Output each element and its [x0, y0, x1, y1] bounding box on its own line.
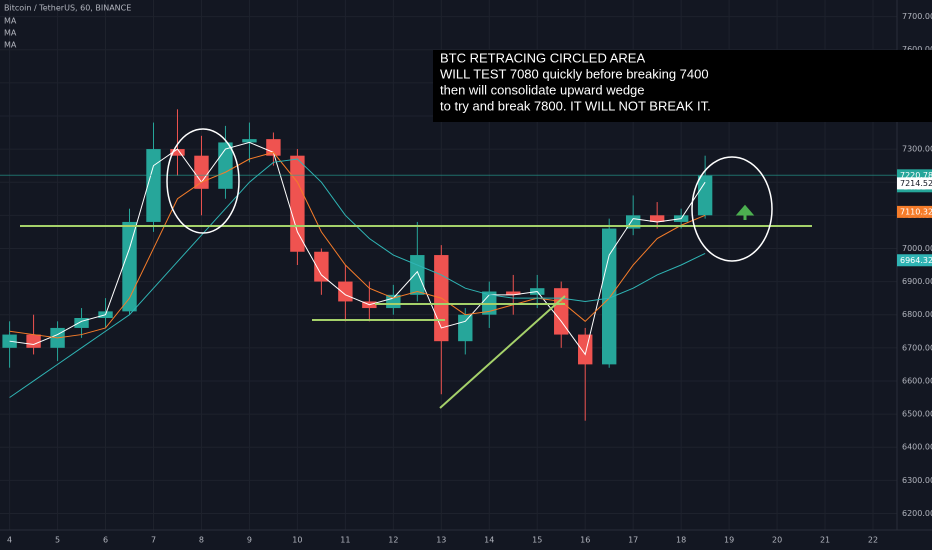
y-tick-label: 7000.00	[902, 244, 932, 253]
y-tick-label: 6900.00	[902, 277, 932, 286]
price-tag	[897, 177, 932, 190]
candle-body	[146, 149, 161, 222]
x-tick-label: 10	[292, 536, 302, 545]
drawings	[20, 128, 812, 409]
candle-body	[242, 139, 257, 143]
axis: 7700.007600.007500.007400.007300.007200.…	[7, 12, 932, 545]
annotation-box	[433, 50, 932, 122]
candle-body	[194, 155, 209, 189]
arrow	[735, 204, 755, 220]
x-tick-label: 22	[868, 536, 878, 545]
candle-body	[290, 155, 305, 252]
legend-label: MA	[4, 29, 17, 38]
candle-body	[601, 228, 617, 365]
price-tag-label: 7214.52	[900, 179, 932, 188]
price-tag-label: 7110.32	[900, 207, 932, 216]
x-tick-label: 8	[199, 536, 204, 545]
x-tick-label: 11	[340, 536, 350, 545]
y-tick-label: 7600.00	[902, 45, 932, 54]
price-tag-label: 6964.32	[900, 256, 932, 265]
y-tick-label: 7700.00	[902, 12, 932, 21]
x-tick-label: 12	[388, 536, 398, 545]
y-tick-label: 6700.00	[902, 343, 932, 352]
annotation: to try and break 7800. IT WILL NOT BREAK…	[440, 98, 711, 113]
candle-body	[458, 314, 473, 342]
circle	[691, 156, 773, 262]
x-tick-label: 6	[103, 536, 108, 545]
candle-body	[74, 318, 89, 328]
y-tick-label: 6200.00	[902, 509, 932, 518]
candle-body	[554, 288, 569, 335]
y-tick-label: 6800.00	[902, 310, 932, 319]
price-tag	[897, 254, 932, 267]
candle-body	[266, 139, 281, 156]
annotation: then will consolidate upward wedge	[440, 82, 645, 97]
x-tick-label: 4	[7, 536, 12, 545]
chart-title: Bitcoin / TetherUS, 60, BINANCE	[4, 4, 131, 13]
annotation: WILL TEST 7080 quickly before breaking 7…	[440, 66, 709, 81]
x-tick-label: 21	[820, 536, 830, 545]
x-tick-label: 9	[247, 536, 252, 545]
annotation: BTC RETRACING CIRCLED AREA	[440, 50, 645, 65]
candle-body	[649, 215, 665, 222]
y-tick-label: 7300.00	[902, 145, 932, 154]
x-tick-label: 17	[628, 536, 638, 545]
y-tick-label: 6400.00	[902, 443, 932, 452]
price-tag-label: 7220.78	[900, 171, 932, 180]
candle-body	[170, 149, 185, 156]
y-tick-label: 6500.00	[902, 410, 932, 419]
candle-body	[338, 281, 353, 302]
x-tick-label: 15	[532, 536, 542, 545]
legend-label: MA	[4, 17, 17, 26]
x-tick-label: 18	[676, 536, 686, 545]
candle-body	[122, 221, 137, 312]
price-tag	[897, 205, 932, 218]
candle-body	[26, 334, 41, 348]
y-tick-label: 6300.00	[902, 476, 932, 485]
candle-body	[314, 251, 329, 282]
x-tick-label: 13	[436, 536, 446, 545]
candle-body	[506, 291, 521, 295]
x-tick-label: 14	[484, 536, 494, 545]
candle-body	[697, 175, 713, 216]
moving-average	[9, 141, 706, 356]
x-tick-label: 16	[580, 536, 590, 545]
candle-body	[410, 255, 425, 295]
candle-body	[578, 334, 593, 365]
legend-label: MA	[4, 41, 17, 50]
y-tick-label: 6600.00	[902, 376, 932, 385]
moving-average	[9, 151, 706, 339]
x-tick-label: 7	[151, 536, 156, 545]
trend-line	[439, 295, 566, 409]
x-tick-label: 19	[724, 536, 734, 545]
x-tick-label: 5	[55, 536, 60, 545]
circle	[166, 128, 240, 234]
x-tick-label: 20	[772, 536, 782, 545]
